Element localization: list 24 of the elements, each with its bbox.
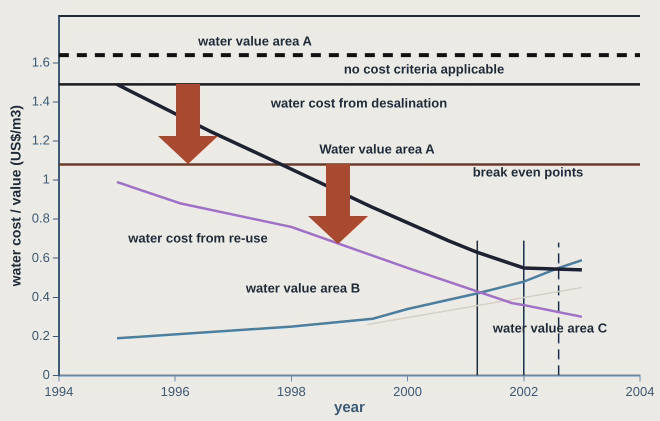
y-tick-label: 1 [42,172,50,187]
x-tick-label: 1998 [276,384,306,399]
x-tick-label: 1994 [44,384,74,399]
x-tick-label: 1996 [160,384,190,399]
y-tick-label: 0.4 [32,288,50,304]
x-tick-label: 2004 [626,384,654,399]
annotation: water cost from re-use [127,230,268,246]
x-axis-title: year [334,399,366,416]
annotation: water cost from desalination [270,96,448,111]
y-tick-label: 0 [42,366,50,382]
annotation: no cost criteria applicable [344,62,504,77]
annotation: water value area A [197,34,312,49]
y-tick-label: 1.2 [32,132,50,148]
x-tick-label: 2000 [393,384,422,399]
annotation: Water value area A [319,142,436,157]
y-axis-title: water cost / value (US$/m3) [7,105,24,288]
x-tick-label: 2002 [509,384,538,399]
y-tick-label: 1.4 [32,94,50,109]
y-tick-label: 0.8 [32,210,50,226]
y-tick-label: 0.6 [32,250,50,265]
y-tick-label: 1.6 [32,54,50,70]
y-tick-label: 0.2 [32,328,50,343]
annotation: break even points [472,164,584,180]
annotation: water value area B [244,280,360,296]
